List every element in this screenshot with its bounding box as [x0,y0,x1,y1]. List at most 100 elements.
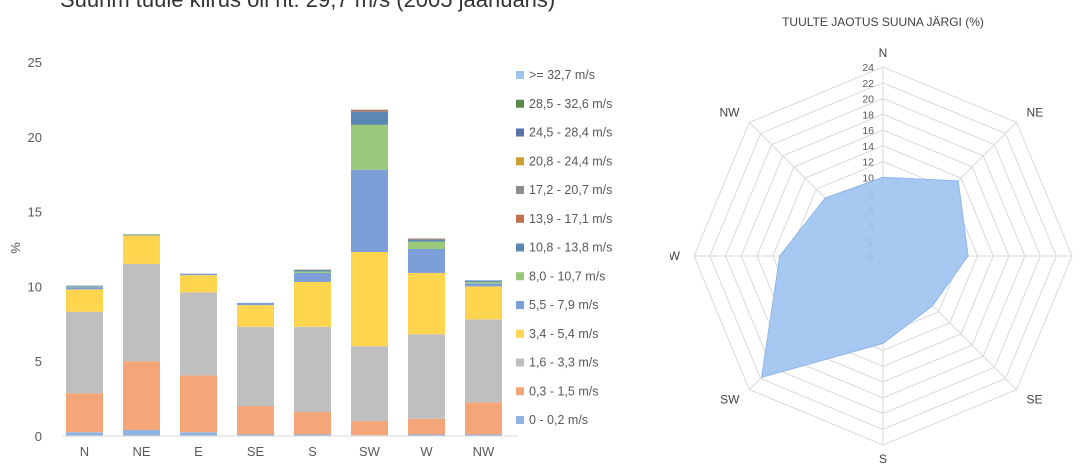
legend-label: 3,4 - 5,4 m/s [529,327,598,341]
y-tick-label: 10 [28,279,42,294]
legend-swatch [516,387,524,396]
legend-label: 13,9 - 17,1 m/s [529,212,612,226]
legend-label: 0 - 0,2 m/s [529,413,588,427]
bar-segment [294,326,331,413]
y-tick-label: 0 [35,429,42,444]
bar-segment [123,361,160,431]
bar-segment [66,285,103,287]
bar-segment [465,281,502,284]
bar-segment [66,432,103,436]
radar-chart: TUULTE JAOTUS SUUNA JÄRGI (%) 0246810121… [670,15,1073,464]
bar-segment [351,111,388,125]
radar-tick-label: 20 [862,94,874,106]
radar-tick-label: 10 [862,172,874,184]
bar-segment [408,238,445,240]
y-tick-label: 5 [35,354,42,369]
x-tick-label: SE [247,444,265,459]
x-tick-label: SW [359,444,381,459]
bar-segment [294,272,331,282]
legend-label: 5,5 - 7,9 m/s [529,298,598,312]
legend-swatch [516,243,524,252]
x-tick-label: NE [132,444,150,459]
legend-label: 24,5 - 28,4 m/s [529,126,612,140]
bar-segment [408,239,445,242]
bar-segment [351,251,388,347]
y-tick-label: 25 [28,55,42,70]
bar-segment [294,281,331,327]
legend-label: >= 32,7 m/s [529,68,595,82]
bar-segment [66,393,103,433]
bar-segment [351,109,388,112]
bar-segment [123,235,160,264]
legend-swatch [516,358,524,367]
bar-segment [408,241,445,249]
legend-swatch [516,71,524,79]
radar-tick-label: 22 [862,78,874,90]
bar-segment [408,272,445,335]
radar-tick-label: 12 [862,157,874,169]
legend-label: 10,8 - 13,8 m/s [529,241,612,255]
bar-segment [237,406,274,435]
radar-tick-label: 14 [862,141,874,153]
bar-segment [180,432,217,436]
y-axis-label: % [8,242,23,254]
legend-swatch [516,214,524,223]
bar-segment [123,234,160,236]
legend-swatch [516,272,524,281]
x-tick-label: S [308,444,317,459]
radar-direction-label: W [670,249,681,263]
radar-tick-label: 24 [862,62,874,74]
x-tick-label: E [194,444,203,459]
bar-segment [408,334,445,419]
bar-segment [66,286,103,288]
radar-area [760,176,969,379]
bar-segment [123,430,160,436]
legend-swatch [516,301,524,309]
bar-segment [465,283,502,287]
y-tick-label: 20 [28,130,42,145]
radar-tick-label: 16 [862,125,874,137]
radar-direction-label: N [879,46,888,60]
legend-swatch [516,99,524,108]
bar-segment [408,249,445,273]
bar-segment [180,273,217,276]
radar-direction-label: NE [1027,105,1044,119]
legend-label: 0,3 - 1,5 m/s [529,384,598,398]
bar-segment [408,418,445,435]
legend-label: 1,6 - 3,3 m/s [529,356,598,370]
legend-label: 28,5 - 32,6 m/s [529,97,612,111]
legend-swatch [516,416,524,424]
bar-segment [180,292,217,376]
radar-title: TUULTE JAOTUS SUUNA JÄRGI (%) [782,15,984,29]
bar-segment [465,319,502,403]
radar-tick-label: 18 [862,109,874,121]
bar-segment [294,271,331,273]
bar-segment [351,124,388,170]
x-tick-label: W [420,444,433,459]
bar-segment [237,434,274,436]
bar-segment [123,234,160,235]
bar-segment [408,434,445,436]
bar-segment [294,269,331,272]
bar-segment [465,434,502,436]
x-tick-label: N [80,444,89,459]
radar-direction-label: SW [720,393,740,407]
bar-segment [465,280,502,282]
radar-direction-label: SE [1027,393,1043,407]
legend-swatch [516,186,524,194]
bar-segment [351,169,388,252]
bar-segment [123,263,160,362]
legend-label: 17,2 - 20,7 m/s [529,183,612,197]
bar-segment [66,289,103,312]
bar-segment [180,375,217,433]
bar-segment [180,275,217,293]
y-tick-label: 15 [28,205,42,220]
bar-segment [294,412,331,435]
bar-segment [351,421,388,436]
x-tick-label: NW [473,444,495,459]
legend-label: 8,0 - 10,7 m/s [529,269,605,283]
bar-segment [237,305,274,327]
page-title: Suurim tuule kiirus oli nt. 29,7 m/s (20… [60,0,555,13]
bar-segment [465,402,502,435]
radar-direction-label: S [879,452,887,464]
